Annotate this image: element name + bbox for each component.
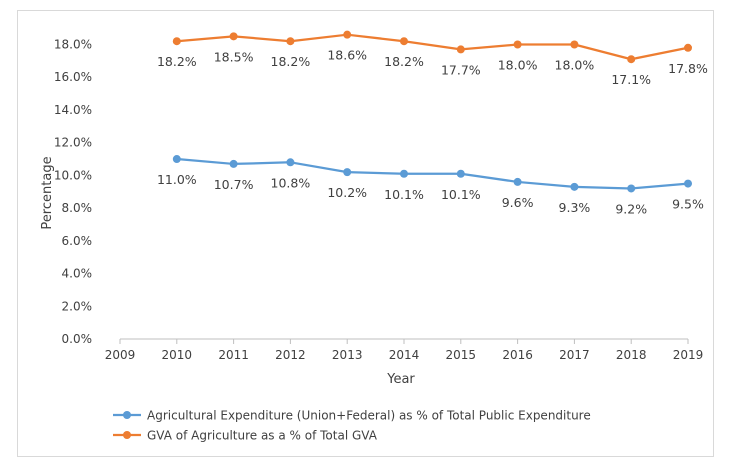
data-point <box>627 184 636 193</box>
data-point <box>400 169 408 178</box>
x-axis: 2009 2010 2011 2012 2013 2014 2015 2016 2017 2018… <box>105 338 704 362</box>
data-point <box>400 37 408 46</box>
series-layer <box>172 30 692 193</box>
data-point <box>456 169 465 178</box>
series-line <box>176 157 689 190</box>
data-label: 10.7% <box>214 177 254 192</box>
data-label: 18.2% <box>157 54 197 69</box>
series-line <box>176 33 689 61</box>
data-label: 18.0% <box>498 58 538 73</box>
x-tick-label: 2009 <box>105 348 136 362</box>
data-label: 17.1% <box>611 72 651 87</box>
x-tick-label: 2017 <box>559 348 590 362</box>
data-point <box>513 40 522 49</box>
data-label: 9.3% <box>559 200 591 215</box>
data-label: 17.7% <box>441 62 481 77</box>
data-point <box>286 37 295 46</box>
data-label: 18.5% <box>214 49 254 64</box>
data-point <box>627 55 636 64</box>
data-label: 10.8% <box>271 175 311 190</box>
data-point <box>513 177 522 186</box>
data-point <box>172 155 181 164</box>
data-label: 18.6% <box>327 48 367 63</box>
data-point <box>684 179 692 188</box>
x-tick-label: 2018 <box>616 348 647 362</box>
x-tick-label: 2015 <box>446 348 477 362</box>
x-tick-label: 2010 <box>162 348 193 362</box>
legend-marker <box>123 411 131 419</box>
x-tick-label: 2013 <box>332 348 363 362</box>
data-point <box>684 43 692 52</box>
y-tick-label: 14.0% <box>54 103 92 117</box>
data-point <box>570 182 579 191</box>
data-labels: 11.0% 10.7% 10.8% 10.2% 10.1% 10.1% 9.6% 9.3% 9.… <box>157 48 708 217</box>
legend: Agricultural Expenditure (Union+Federal)… <box>113 409 591 443</box>
y-tick-label: 6.0% <box>62 234 93 248</box>
y-tick-label: 10.0% <box>54 168 92 182</box>
data-point <box>229 32 238 41</box>
legend-marker <box>123 431 131 439</box>
y-tick-label: 18.0% <box>54 38 92 52</box>
data-label: 18.2% <box>271 54 311 69</box>
chart-frame: 0.0% 2.0% 4.0% 6.0% 8.0% 10.0% 12.0% 14.0% 16.0%… <box>17 10 714 457</box>
x-tick-label: 2011 <box>218 348 249 362</box>
y-tick-label: 4.0% <box>62 267 93 281</box>
y-tick-label: 16.0% <box>54 70 92 84</box>
y-axis: 0.0% 2.0% 4.0% 6.0% 8.0% 10.0% 12.0% 14.0% 16.0%… <box>54 38 92 347</box>
data-label: 10.1% <box>384 187 424 202</box>
data-label: 9.2% <box>615 201 647 216</box>
x-axis-title: Year <box>386 372 415 387</box>
y-tick-label: 8.0% <box>62 201 93 215</box>
data-label: 18.2% <box>384 54 424 69</box>
y-axis-title: Percentage <box>40 156 55 229</box>
x-tick-label: 2014 <box>389 348 420 362</box>
data-label: 17.8% <box>668 61 708 76</box>
data-point <box>229 159 238 168</box>
data-label: 9.6% <box>502 195 534 210</box>
x-tick-label: 2016 <box>502 348 533 362</box>
data-point <box>343 30 352 39</box>
legend-label: GVA of Agriculture as a % of Total GVA <box>147 429 378 443</box>
data-point <box>343 168 352 177</box>
data-label: 10.1% <box>441 187 481 202</box>
y-tick-label: 0.0% <box>62 332 93 346</box>
data-point <box>570 40 579 49</box>
y-tick-label: 12.0% <box>54 136 92 150</box>
data-label: 9.5% <box>672 197 704 212</box>
data-label: 11.0% <box>157 172 197 187</box>
x-tick-label: 2019 <box>673 348 704 362</box>
x-tick-label: 2012 <box>275 348 306 362</box>
y-tick-label: 2.0% <box>62 299 93 313</box>
data-point <box>456 45 465 54</box>
line-chart: 0.0% 2.0% 4.0% 6.0% 8.0% 10.0% 12.0% 14.0% 16.0%… <box>40 30 708 443</box>
legend-label: Agricultural Expenditure (Union+Federal)… <box>147 409 591 423</box>
data-point <box>172 37 181 46</box>
data-label: 10.2% <box>327 185 367 200</box>
data-point <box>286 158 295 167</box>
data-label: 18.0% <box>555 58 595 73</box>
